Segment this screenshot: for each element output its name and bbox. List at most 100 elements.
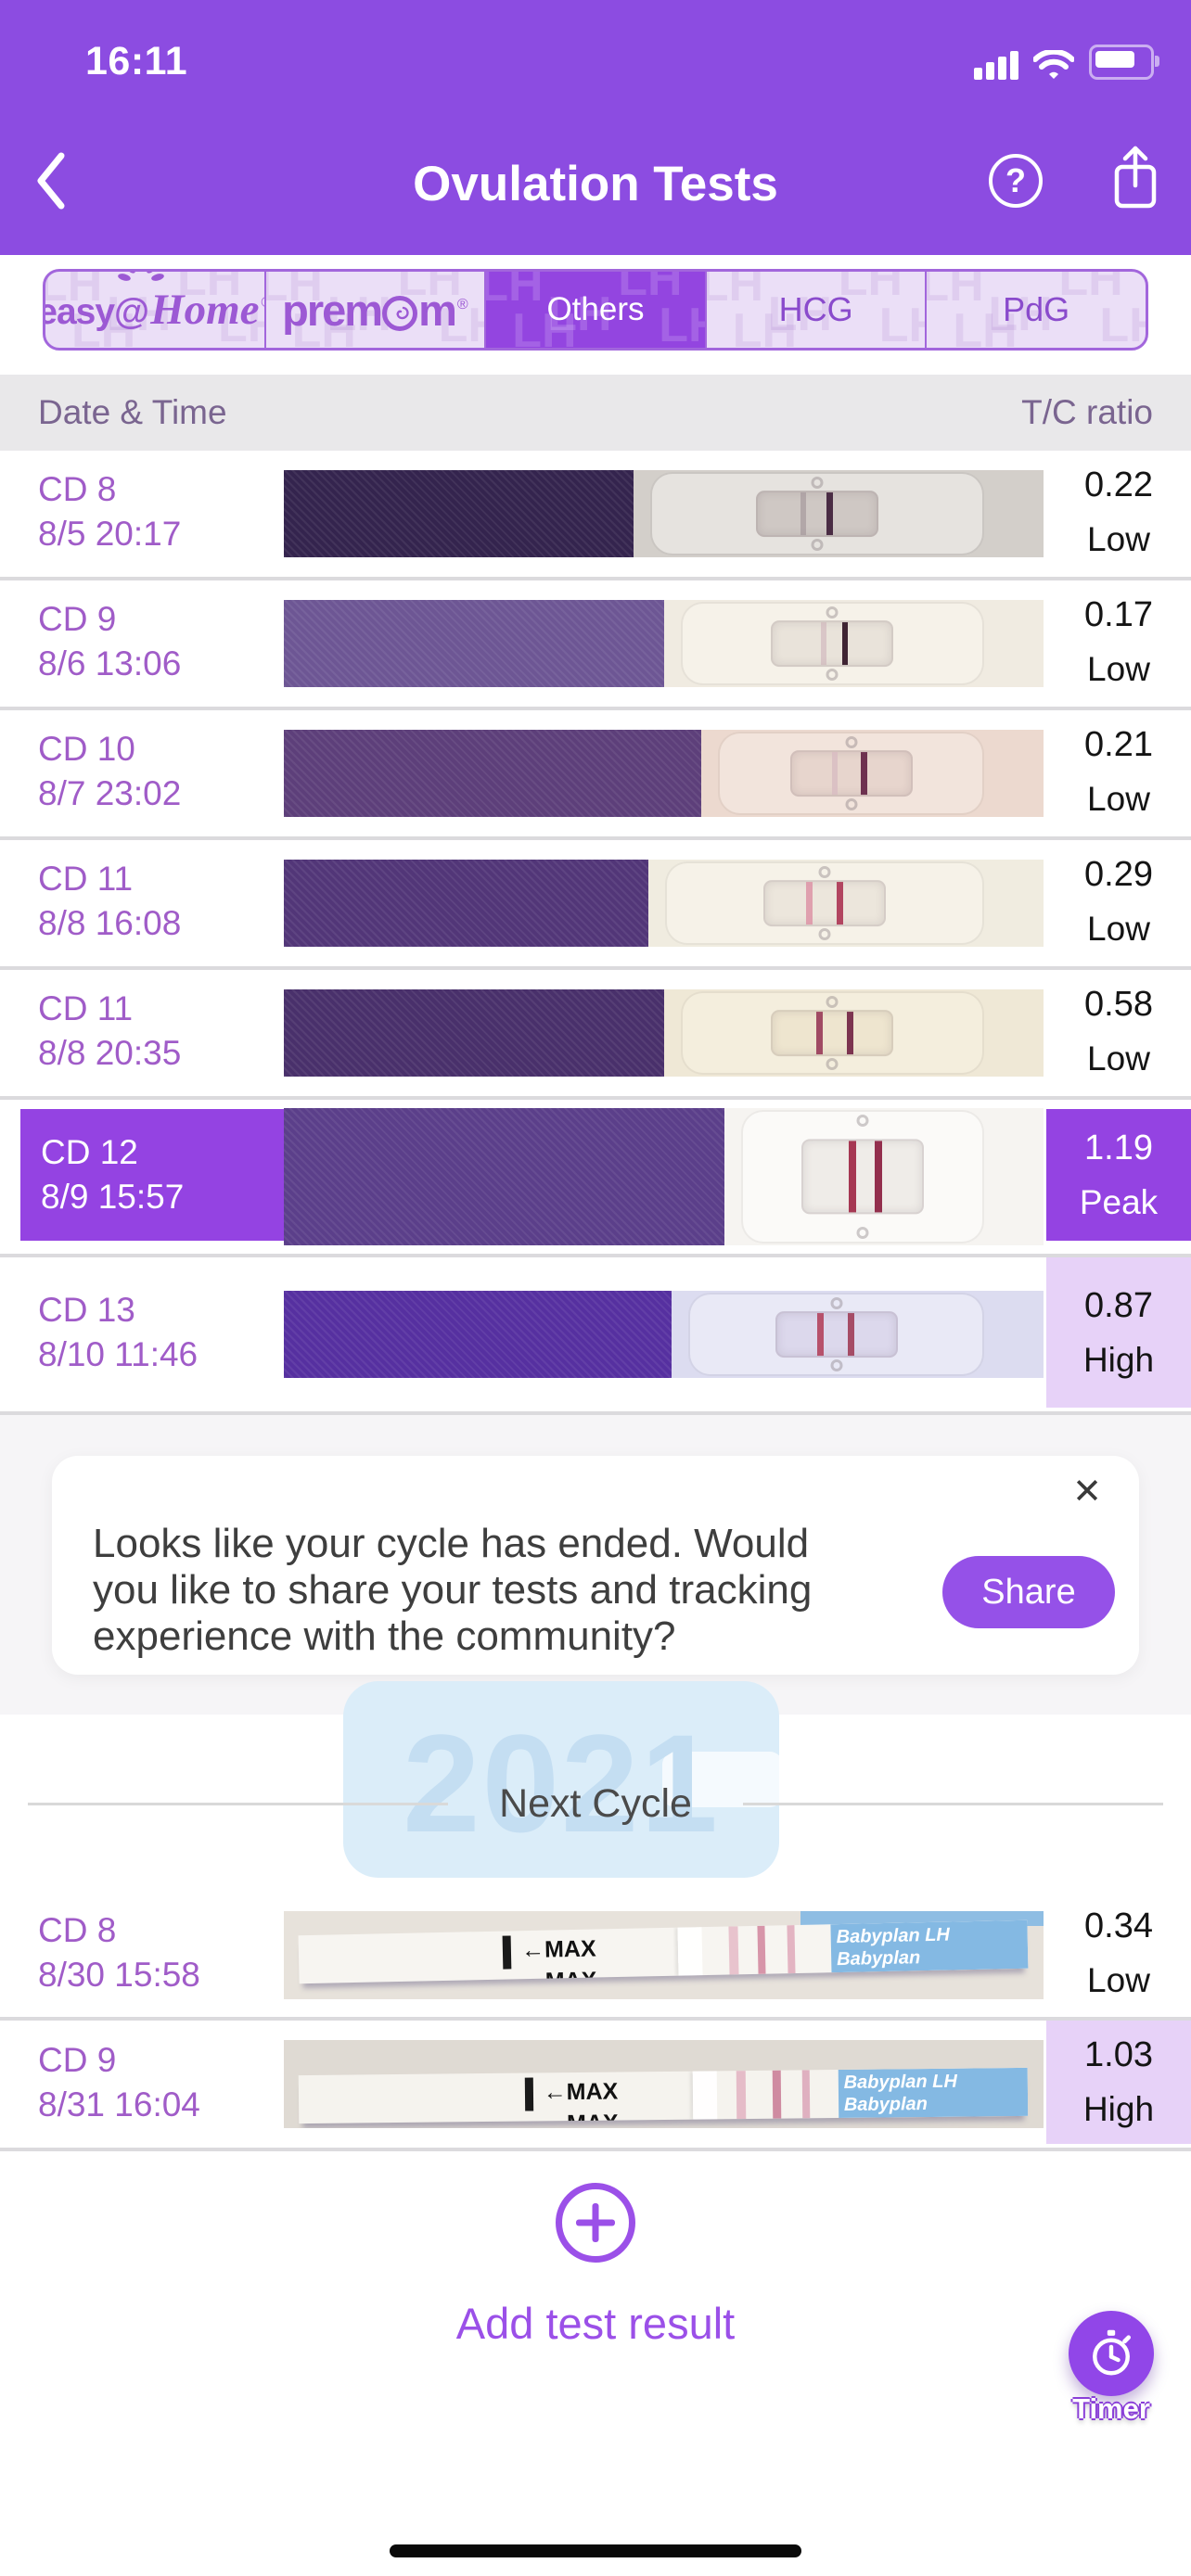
premom-logo-text-m: m bbox=[418, 285, 457, 335]
test-photo bbox=[284, 600, 1044, 687]
test-line bbox=[817, 1313, 825, 1356]
max-label: ←MAX bbox=[521, 1935, 597, 1963]
current-cycle-row-list: CD 8 8/5 20:17 0.22 Low CD 9 8/6 13:06 0.17 Low… bbox=[0, 451, 1191, 1415]
premom-logo-text: prem bbox=[282, 285, 383, 335]
date-cell: CD 8 8/30 15:58 bbox=[0, 1893, 284, 2013]
photo-fabric-background bbox=[284, 470, 634, 557]
cassette-dot bbox=[818, 928, 831, 940]
test-photo bbox=[284, 989, 1044, 1077]
cassette-result-window bbox=[801, 1139, 925, 1215]
test-row-cd10[interactable]: CD 10 8/7 23:02 0.21 Low bbox=[0, 710, 1191, 840]
date-cell: CD 11 8/8 20:35 bbox=[0, 970, 284, 1092]
cassette-dot bbox=[826, 1058, 839, 1070]
ratio-cell: 1.03 High bbox=[1046, 2021, 1191, 2144]
date-cell: CD 9 8/31 16:04 bbox=[0, 2021, 284, 2144]
tc-ratio-value: 0.58 bbox=[1084, 984, 1153, 1024]
cycle-day: CD 13 bbox=[38, 1291, 135, 1329]
max-label-clipped: ←MAX bbox=[544, 2110, 620, 2124]
battery-icon bbox=[1089, 45, 1159, 80]
test-row-cd11[interactable]: CD 11 8/8 16:08 0.29 Low bbox=[0, 840, 1191, 970]
wifi-icon bbox=[1033, 50, 1074, 79]
tab-premom[interactable]: LHLHLHLHLHpremm® bbox=[263, 272, 484, 348]
export-share-button[interactable] bbox=[1109, 145, 1161, 211]
level-badge: Low bbox=[1087, 909, 1150, 948]
watermark-year: 2021 bbox=[403, 1705, 720, 1861]
tab-pdg[interactable]: LHLHLHLHLHPdG bbox=[925, 272, 1146, 348]
level-badge: Low bbox=[1087, 649, 1150, 688]
date-cell: CD 11 8/8 16:08 bbox=[0, 840, 284, 963]
test-line bbox=[773, 2070, 782, 2119]
tab-hcg[interactable]: LHLHLHLHLHHCG bbox=[704, 272, 926, 348]
test-brand-tabs: LHLHLHLHLHeasy@Home®LHLHLHLHLHpremm®LHLH… bbox=[43, 269, 1148, 351]
chevron-left-icon bbox=[37, 152, 65, 210]
tab-others[interactable]: LHLHLHLHLHOthers bbox=[484, 272, 705, 348]
test-row-cd8[interactable]: CD 8 8/30 15:58 ←MAX ←MAX Babyplan LH Babypl… bbox=[0, 1893, 1191, 2021]
ratio-cell: 0.21 Low bbox=[1046, 710, 1191, 833]
ratio-cell: 1.19 Peak bbox=[1046, 1109, 1191, 1241]
level-badge: Peak bbox=[1079, 1182, 1159, 1221]
add-test-result-label[interactable]: Add test result bbox=[455, 2299, 736, 2348]
level-badge: Low bbox=[1087, 1039, 1150, 1078]
photo-fabric-background bbox=[284, 600, 664, 687]
cycle-day: CD 10 bbox=[38, 730, 135, 768]
back-button[interactable] bbox=[32, 148, 72, 213]
max-label-clipped: ←MAX bbox=[521, 1967, 597, 1983]
test-line bbox=[846, 1012, 853, 1054]
ratio-cell: 0.29 Low bbox=[1046, 840, 1191, 963]
test-row-cd9[interactable]: CD 9 8/6 13:06 0.17 Low bbox=[0, 580, 1191, 710]
level-badge: Low bbox=[1087, 1960, 1150, 1999]
easyathome-logo: easy@Home® bbox=[45, 272, 264, 335]
question-icon: ? bbox=[1005, 161, 1026, 199]
date-time: 8/30 15:58 bbox=[38, 1956, 200, 1994]
test-row-cd12[interactable]: CD 12 8/9 15:57 1.19 Peak bbox=[0, 1100, 1191, 1257]
test-line bbox=[800, 492, 807, 535]
test-line bbox=[837, 882, 844, 925]
home-indicator[interactable] bbox=[390, 2544, 801, 2557]
test-line bbox=[815, 1012, 823, 1054]
lh-pattern-glyph: LH bbox=[878, 299, 926, 348]
date-time: 8/31 16:04 bbox=[38, 2085, 200, 2123]
timer-fab[interactable] bbox=[1069, 2311, 1154, 2396]
test-row-cd9[interactable]: CD 9 8/31 16:04 ←MAX ←MAX Babyplan LH Babypl… bbox=[0, 2021, 1191, 2151]
level-badge: High bbox=[1082, 1340, 1155, 1379]
tab-label: Others bbox=[546, 291, 645, 327]
max-label: ←MAX bbox=[543, 2078, 619, 2106]
test-photo bbox=[284, 730, 1044, 817]
cassette-dot bbox=[826, 996, 839, 1008]
cassette-dot bbox=[830, 1297, 843, 1309]
flower-icon bbox=[117, 272, 165, 297]
ratio-cell: 0.58 Low bbox=[1046, 970, 1191, 1092]
test-line bbox=[728, 1925, 739, 1975]
divider-line-right bbox=[742, 1802, 1164, 1805]
cycle-day: CD 9 bbox=[38, 600, 117, 638]
lh-pattern-glyph: LH bbox=[704, 272, 764, 312]
add-test-result-button[interactable] bbox=[556, 2183, 635, 2263]
tc-ratio-value: 0.17 bbox=[1084, 594, 1153, 634]
registered-mark: ® bbox=[262, 295, 264, 312]
cycle-day: CD 11 bbox=[38, 989, 134, 1027]
level-badge: Low bbox=[1087, 779, 1150, 818]
tab-easy-home[interactable]: LHLHLHLHLHeasy@Home® bbox=[45, 272, 264, 348]
next-cycle-title: Next Cycle bbox=[499, 1780, 692, 1826]
date-time: 8/8 20:35 bbox=[38, 1034, 182, 1072]
date-time: 8/7 23:02 bbox=[38, 774, 182, 812]
help-button[interactable]: ? bbox=[989, 154, 1043, 208]
cassette-dot bbox=[826, 669, 839, 681]
test-row-cd13[interactable]: CD 13 8/10 11:46 0.87 High bbox=[0, 1257, 1191, 1415]
photo-fabric-background bbox=[284, 989, 664, 1077]
cycle-day: CD 8 bbox=[38, 1911, 117, 1949]
max-fill-bar bbox=[503, 1934, 512, 1970]
easyathome-logo-script: Home bbox=[150, 286, 260, 334]
test-line bbox=[826, 492, 834, 535]
test-line bbox=[861, 752, 868, 795]
test-line bbox=[787, 1924, 796, 1973]
test-row-cd11[interactable]: CD 11 8/8 20:35 0.58 Low bbox=[0, 970, 1191, 1100]
share-button[interactable]: Share bbox=[942, 1556, 1115, 1628]
test-line bbox=[736, 2071, 747, 2120]
cassette-dot bbox=[830, 1359, 843, 1371]
test-row-cd8[interactable]: CD 8 8/5 20:17 0.22 Low bbox=[0, 451, 1191, 580]
close-banner-button[interactable]: ✕ bbox=[1072, 1474, 1102, 1510]
cycle-day: CD 9 bbox=[38, 2040, 117, 2079]
cassette-dot bbox=[856, 1227, 869, 1239]
